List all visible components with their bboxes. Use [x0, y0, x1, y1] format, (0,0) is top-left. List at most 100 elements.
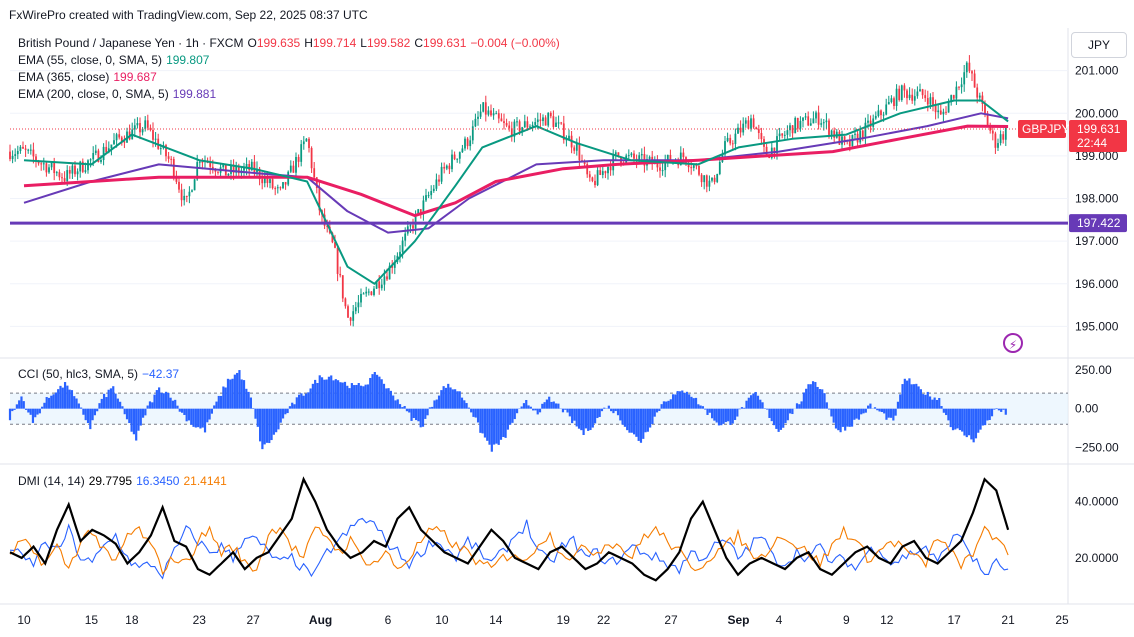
candle-body	[627, 155, 630, 157]
candle-body	[217, 171, 219, 173]
candle-body	[921, 89, 924, 96]
candle-body	[867, 120, 869, 123]
candle-body	[568, 135, 570, 140]
candle-body	[989, 125, 992, 131]
candle-body	[919, 89, 921, 92]
candle-body	[191, 190, 193, 192]
candle-body	[136, 123, 139, 126]
candle-body	[510, 128, 513, 137]
candle-body	[638, 155, 641, 162]
candle-body	[144, 120, 147, 129]
candle-body	[695, 165, 698, 167]
candle-body	[214, 169, 217, 172]
candle-body	[820, 123, 823, 125]
candle-body	[45, 163, 48, 173]
candle-body	[14, 154, 17, 156]
candle-body	[976, 87, 979, 98]
candle-body	[100, 160, 102, 162]
candle-body	[523, 121, 526, 128]
dmi-tick-label: 40.0000	[1075, 495, 1119, 509]
candle-body	[471, 126, 474, 141]
candle-body	[562, 123, 565, 140]
candle-body	[617, 152, 620, 157]
candle-body	[74, 165, 76, 175]
candle-body	[633, 153, 635, 159]
level-price-text: 197.422	[1077, 216, 1121, 230]
candle-body	[981, 95, 984, 104]
candle-body	[601, 171, 604, 175]
candle-body	[692, 165, 695, 168]
candle-body	[211, 166, 214, 170]
candle-body	[807, 116, 810, 126]
price-tag-text: 199.631	[1077, 122, 1121, 136]
candle-body	[872, 118, 875, 127]
currency-button[interactable]: JPY	[1071, 32, 1127, 58]
candle-body	[458, 152, 461, 159]
candle-body	[484, 102, 487, 115]
candle-body	[282, 182, 284, 189]
candle-body	[105, 146, 108, 153]
candle-body	[146, 120, 149, 128]
x-tick-label: Sep	[727, 613, 749, 627]
candle-body	[859, 130, 862, 143]
candle-body	[341, 275, 344, 299]
y-tick-label: 201.000	[1075, 64, 1119, 78]
candle-body	[222, 163, 225, 168]
candle-body	[505, 123, 508, 126]
level-price-tag	[1069, 214, 1127, 233]
candle-body	[297, 156, 300, 162]
candle-body	[716, 173, 719, 182]
candle-body	[906, 90, 908, 99]
candle-body	[864, 122, 867, 138]
candle-body	[32, 149, 35, 157]
candle-body	[347, 306, 349, 318]
x-tick-label: 18	[125, 613, 139, 627]
candle-body	[578, 143, 581, 161]
x-tick-label: 9	[843, 613, 850, 627]
candle-body	[984, 103, 986, 114]
candle-body	[97, 150, 100, 162]
candle-body	[409, 225, 412, 227]
candle-body	[29, 149, 32, 151]
candle-body	[61, 177, 63, 179]
candle-body	[425, 195, 427, 201]
y-tick-label: 195.000	[1075, 319, 1119, 333]
candle-body	[916, 91, 919, 97]
candle-body	[289, 165, 292, 172]
candle-body	[456, 158, 459, 160]
candle-body	[529, 126, 531, 128]
candle-body	[955, 86, 958, 99]
candle-body	[630, 153, 633, 156]
candle-body	[799, 120, 802, 129]
candle-body	[664, 161, 667, 171]
lightning-icon[interactable]: ⚡	[1003, 333, 1023, 353]
candle-body	[607, 166, 609, 174]
candle-body	[386, 276, 388, 280]
candle-body	[139, 123, 141, 133]
candle-body	[427, 195, 430, 197]
candle-body	[232, 165, 235, 173]
candle-body	[893, 98, 895, 107]
candle-body	[963, 72, 966, 85]
candle-body	[500, 118, 503, 122]
candle-body	[586, 164, 589, 175]
candle-body	[765, 146, 768, 157]
candle-body	[726, 137, 729, 142]
x-tick-label: 6	[385, 613, 392, 627]
candle-body	[331, 232, 334, 243]
candle-body	[825, 120, 828, 123]
candle-body	[370, 291, 373, 295]
candle-body	[999, 134, 1002, 144]
x-tick-label: 23	[193, 613, 207, 627]
candle-body	[659, 167, 661, 171]
ema365-legend: EMA (365, close) 199.687	[18, 70, 157, 84]
candle-body	[193, 179, 196, 191]
candle-body	[172, 159, 175, 177]
candle-body	[276, 187, 279, 189]
candle-body	[656, 160, 659, 168]
candle-body	[245, 163, 248, 168]
candle-body	[149, 127, 152, 130]
candle-body	[362, 293, 365, 295]
candle-body	[516, 121, 518, 123]
candle-body	[152, 129, 154, 140]
